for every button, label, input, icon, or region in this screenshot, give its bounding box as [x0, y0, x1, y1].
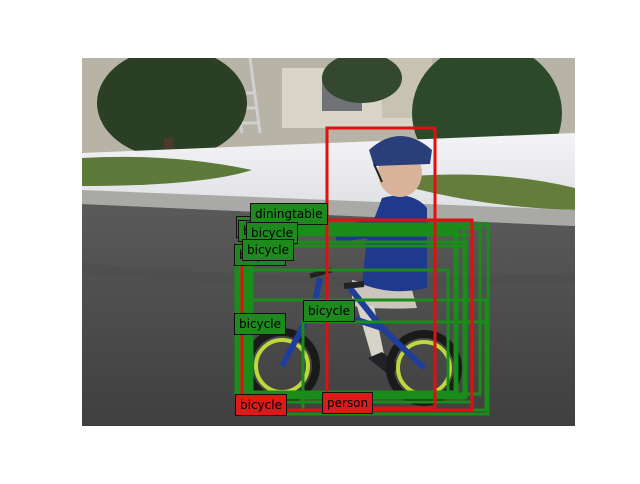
scene-photo [82, 58, 575, 426]
